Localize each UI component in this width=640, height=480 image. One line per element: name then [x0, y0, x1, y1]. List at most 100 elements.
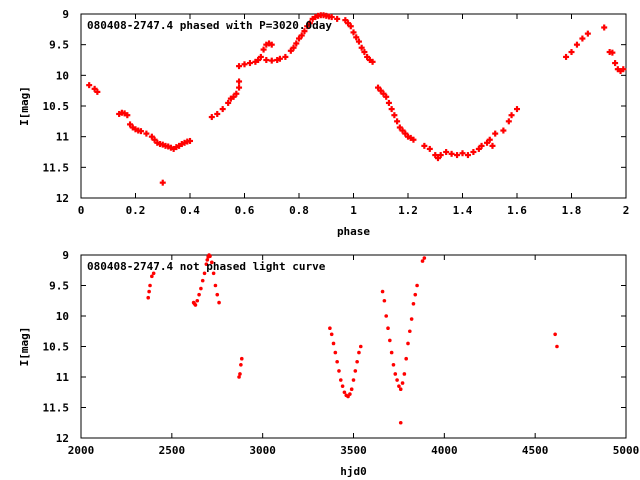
y-tick-label: 9.5: [49, 39, 69, 52]
data-point: [421, 142, 428, 149]
data-point: [553, 332, 557, 337]
data-point: [584, 30, 591, 37]
y-tick-label: 11: [56, 371, 70, 384]
phased-light-curve-panel: 0 0.2 0.4 0.6 0.8 1 1.2 1.4 1.6 1.8 2 9 9.5 10 10.5 11 1…: [18, 8, 629, 238]
data-point: [340, 384, 345, 388]
data-point: [335, 359, 339, 364]
data-point: [413, 292, 418, 297]
data-point: [331, 341, 336, 346]
chart-title: 080408-2747.4 phased with P=3020.0day: [87, 19, 332, 32]
data-point: [263, 57, 270, 63]
x-tick-label: 1.8: [562, 204, 582, 217]
data-point: [353, 34, 360, 41]
data-point: [410, 136, 417, 143]
data-point: [260, 46, 267, 53]
data-point: [246, 60, 253, 67]
data-point: [464, 152, 471, 159]
data-point: [151, 271, 156, 276]
data-point: [358, 44, 365, 51]
data-point: [398, 420, 403, 425]
data-point: [492, 130, 499, 137]
data-point: [393, 372, 398, 376]
data-point: [609, 49, 616, 56]
data-point: [486, 136, 493, 143]
y-tick-label: 10.5: [43, 341, 70, 354]
data-point: [237, 375, 241, 379]
y-axis-label: I[mag]: [18, 327, 31, 367]
data-point: [219, 106, 226, 113]
x-tick-label: 0.8: [289, 204, 309, 217]
x-tick-label: 0: [78, 204, 85, 217]
data-point: [389, 350, 394, 355]
data-point: [204, 262, 209, 266]
data-point: [208, 254, 212, 259]
data-point: [215, 292, 220, 297]
data-point: [415, 283, 419, 288]
y-tick-label: 11.5: [43, 161, 70, 174]
data-point: [193, 303, 198, 307]
data-point: [478, 142, 485, 149]
data-point: [213, 283, 218, 288]
data-point: [573, 41, 580, 48]
data-point: [236, 78, 243, 85]
x-tick-label: 4000: [431, 444, 458, 457]
plot-frame: [80, 13, 627, 199]
data-point: [398, 387, 403, 392]
data-point: [200, 278, 205, 283]
y-tick-label: 11.5: [43, 402, 70, 415]
data-point: [342, 390, 347, 395]
y-tick-label: 10.5: [43, 100, 70, 113]
data-point: [351, 378, 356, 382]
y-tick-label: 9.5: [49, 280, 69, 293]
y-tick-label: 11: [56, 131, 70, 144]
x-tick-label: 1.2: [398, 204, 418, 217]
data-point: [579, 35, 586, 42]
chart-title: 080408-2747.4 not phased light curve: [87, 260, 326, 273]
data-point: [293, 40, 300, 47]
data-point: [426, 145, 433, 152]
data-point: [350, 29, 357, 36]
x-tick-label: 2500: [159, 444, 186, 457]
y-tick-label: 12: [56, 432, 69, 445]
data-point: [205, 258, 210, 262]
x-tick-label: 5000: [613, 444, 640, 457]
data-point: [257, 53, 264, 60]
data-point: [489, 142, 496, 149]
data-point: [568, 49, 575, 56]
data-point: [210, 260, 214, 265]
data-point: [383, 93, 390, 100]
data-point: [505, 118, 512, 125]
data-point: [334, 15, 341, 22]
data-point: [358, 344, 363, 349]
data-point: [187, 137, 193, 144]
data-point: [233, 90, 240, 97]
data-point: [349, 387, 354, 392]
data-point: [355, 38, 362, 45]
data-point: [443, 149, 450, 155]
y-tick-label: 9: [62, 249, 69, 262]
x-axis-label: hjd0: [340, 465, 367, 478]
data-point: [329, 332, 334, 337]
data-point: [276, 55, 283, 62]
data-point: [124, 112, 131, 119]
data-point: [420, 259, 425, 263]
data-point: [406, 341, 410, 346]
data-point: [357, 350, 361, 355]
data-point: [400, 381, 405, 385]
x-tick-label: 2: [623, 204, 630, 217]
y-tick-label: 9: [62, 8, 69, 21]
data-point: [338, 378, 343, 382]
data-point: [147, 289, 151, 294]
data-point: [236, 84, 243, 91]
x-tick-label: 0.4: [180, 204, 200, 217]
data-point: [422, 256, 427, 260]
data-point: [384, 314, 389, 318]
data-point: [197, 292, 201, 297]
data-point: [500, 127, 507, 134]
data-point: [388, 338, 392, 343]
data-point: [195, 298, 200, 303]
data-point: [411, 302, 416, 306]
data-point: [159, 179, 166, 186]
data-point: [146, 295, 151, 300]
x-tick-label: 1.6: [507, 204, 527, 217]
